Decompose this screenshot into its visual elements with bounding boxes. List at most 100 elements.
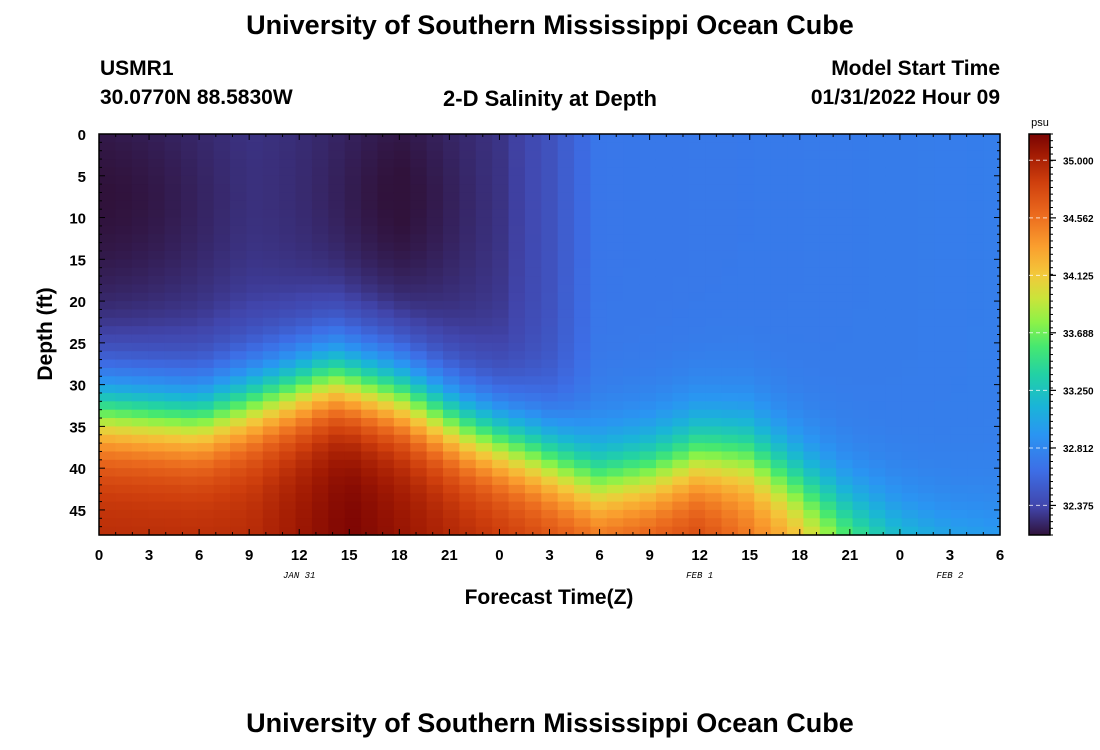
heatmap-cell: [180, 209, 198, 219]
heatmap-cell: [836, 326, 854, 336]
heatmap-cell: [819, 434, 837, 444]
heatmap-cell: [852, 242, 870, 252]
x-tick-label: 3: [946, 547, 954, 564]
heatmap-cell: [361, 409, 379, 419]
heatmap-cell: [967, 142, 985, 152]
heatmap-cell: [115, 217, 133, 227]
heatmap-cell: [574, 259, 592, 269]
heatmap-cell: [541, 150, 559, 160]
heatmap-cell: [901, 434, 919, 444]
heatmap-cell: [492, 509, 510, 519]
heatmap-cell: [623, 209, 641, 219]
heatmap-cell: [688, 342, 706, 352]
heatmap-cell: [770, 242, 788, 252]
heatmap-cell: [213, 401, 231, 411]
heatmap-cell: [344, 351, 362, 361]
heatmap-cell: [131, 468, 149, 478]
heatmap-cell: [803, 301, 821, 311]
heatmap-cell: [377, 209, 395, 219]
heatmap-cell: [606, 418, 624, 427]
heatmap-cell: [852, 225, 870, 235]
heatmap-cell: [967, 526, 985, 536]
heatmap-cell: [410, 217, 428, 227]
heatmap-cell: [901, 443, 919, 453]
heatmap-cell: [557, 184, 575, 194]
heatmap-cell: [393, 175, 411, 185]
heatmap-cell: [262, 234, 280, 244]
heatmap-cell: [459, 409, 477, 419]
heatmap-cell: [934, 150, 952, 160]
heatmap-cell: [459, 276, 477, 285]
heatmap-cell: [99, 276, 116, 285]
heatmap-cell: [393, 134, 411, 143]
heatmap-cell: [148, 443, 166, 453]
heatmap-cell: [852, 234, 870, 244]
heatmap-cell: [148, 326, 166, 336]
heatmap-cell: [524, 267, 542, 277]
heatmap-cell: [787, 250, 805, 260]
heatmap-cell: [672, 468, 690, 478]
heatmap-cell: [852, 376, 870, 386]
heatmap-cell: [901, 518, 919, 528]
heatmap-cell: [901, 451, 919, 461]
heatmap-cell: [443, 468, 460, 478]
heatmap-cell: [705, 259, 723, 269]
heatmap-cell: [803, 134, 821, 143]
heatmap-cell: [311, 443, 329, 453]
heatmap-cell: [705, 459, 723, 469]
heatmap-cell: [623, 326, 641, 336]
heatmap-cell: [672, 317, 690, 327]
heatmap-cell: [377, 217, 395, 227]
heatmap-cell: [950, 443, 968, 453]
heatmap-cell: [901, 468, 919, 478]
heatmap-cell: [770, 292, 788, 302]
heatmap-cell: [99, 317, 116, 327]
heatmap-cell: [541, 167, 559, 177]
heatmap-cell: [852, 426, 870, 436]
heatmap-cell: [492, 309, 510, 319]
heatmap-cell: [213, 142, 231, 152]
heatmap-cell: [475, 468, 493, 478]
heatmap-cell: [410, 367, 428, 377]
heatmap-cell: [115, 150, 133, 160]
heatmap-cell: [623, 392, 641, 402]
heatmap-cell: [623, 384, 641, 394]
heatmap-cell: [524, 200, 542, 210]
heatmap-cell: [803, 384, 821, 394]
heatmap-cell: [524, 376, 542, 386]
heatmap-cell: [164, 367, 182, 377]
heatmap-cell: [950, 384, 968, 394]
heatmap-cell: [475, 367, 493, 377]
heatmap-cell: [721, 459, 739, 469]
heatmap-cell: [950, 209, 968, 219]
heatmap-cell: [361, 459, 379, 469]
heatmap-cell: [721, 501, 739, 511]
heatmap-cell: [131, 484, 149, 494]
heatmap-cell: [574, 484, 592, 494]
heatmap-cell: [295, 192, 313, 202]
heatmap-cell: [115, 376, 133, 386]
heatmap-cell: [557, 317, 575, 327]
heatmap-cell: [311, 234, 329, 244]
heatmap-cell: [655, 334, 673, 344]
heatmap-cell: [131, 401, 149, 411]
heatmap-cell: [148, 134, 166, 143]
heatmap-cell: [148, 518, 166, 528]
heatmap-cell: [918, 142, 936, 152]
heatmap-cell: [606, 509, 624, 519]
heatmap-cell: [934, 242, 952, 252]
heatmap-cell: [590, 225, 608, 235]
heatmap-cell: [230, 409, 248, 419]
heatmap-cell: [377, 443, 395, 453]
heatmap-cell: [950, 468, 968, 478]
heatmap-cell: [393, 150, 411, 160]
heatmap-cell: [737, 342, 755, 352]
heatmap-cell: [754, 443, 772, 453]
heatmap-cell: [787, 317, 805, 327]
heatmap-cell: [770, 384, 788, 394]
heatmap-cell: [246, 292, 264, 302]
heatmap-cell: [377, 459, 395, 469]
heatmap-cell: [524, 351, 542, 361]
heatmap-cell: [311, 200, 329, 210]
heatmap-cell: [803, 250, 821, 260]
